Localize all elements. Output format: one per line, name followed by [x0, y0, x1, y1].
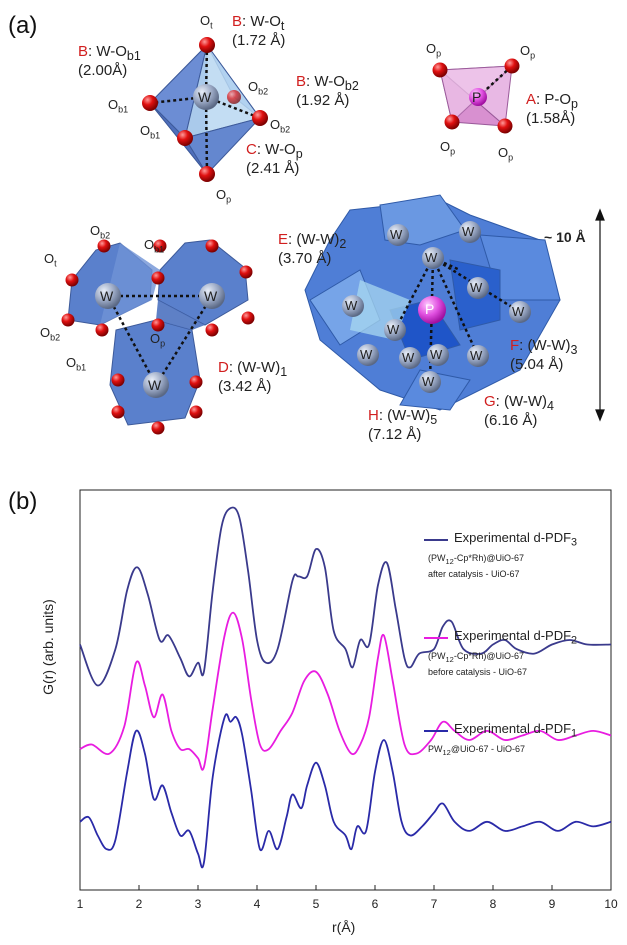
octa-atom-op: Op [216, 187, 232, 205]
triad-w-label-right: W [204, 288, 218, 304]
x-tick-label-1: 1 [77, 897, 84, 911]
keggin-w-4: W [345, 298, 358, 313]
tetrahedron-diagram [432, 58, 520, 134]
panel-b-label: (b) [8, 488, 38, 515]
series-line-3 [79, 713, 612, 869]
dist-ww4: G: (W-W)4 (6.16 Å) [484, 393, 554, 429]
tetra-p-label: P [472, 89, 482, 105]
keggin-w-9: W [402, 350, 415, 365]
triad-atom-ob2-top: Ob2 [90, 223, 111, 241]
triad-atom-ot: Ot [44, 251, 57, 269]
x-tick-label-3: 3 [195, 897, 202, 911]
triad-diagram [61, 239, 255, 435]
triad-atom-op: Op [150, 331, 166, 349]
keggin-size-label: ~ 10 Å [544, 229, 586, 245]
legend-name-3: Experimental d-PDF1 [454, 721, 578, 740]
bond-w-op: C: W-Op (2.41 Å) [246, 141, 303, 177]
octa-w-label: W [198, 89, 212, 105]
keggin-w-11: W [470, 348, 483, 363]
legend-swatch-2 [424, 636, 448, 639]
keggin-p-label: P [425, 301, 435, 317]
legend-desc-1a: (PW12-Cp*Rh)@UiO-67 [428, 553, 524, 567]
triad-w-label-bottom: W [148, 377, 162, 393]
triad-w-label-left: W [100, 288, 114, 304]
keggin-w-8: W [512, 304, 525, 319]
dist-ww2: E: (W-W)2 (3.70 Å) [278, 231, 347, 267]
triad-atom-ob1-left: Ob1 [66, 355, 87, 373]
keggin-w-6: W [360, 347, 373, 362]
keggin-diagram [304, 194, 605, 422]
y-axis-label: G(r) (arb. units) [40, 599, 56, 695]
octa-atom-ob1-bottom: Ob1 [140, 123, 161, 141]
legend-desc-2a: (PW12-Cp*Rh)@UiO-67 [428, 651, 524, 665]
x-tick-label-9: 9 [549, 897, 556, 911]
series-line-1 [79, 506, 612, 687]
legend-desc-1b: after catalysis - UiO-67 [428, 568, 520, 579]
octa-atom-ob2-bottom: Ob2 [270, 117, 291, 135]
octahedron-diagram [142, 37, 268, 182]
legend-entry-3: Experimental d-PDF1 PW12@UiO-67 - UiO-67 [424, 722, 577, 757]
legend-name-2: Experimental d-PDF2 [454, 628, 578, 647]
bond-w-ob2: B: W-Ob2 (1.92 Å) [296, 73, 359, 109]
keggin-w-5: W [387, 322, 400, 337]
keggin-w-3: W [462, 224, 475, 239]
keggin-w-2: W [425, 250, 438, 265]
keggin-w-1: W [390, 227, 403, 242]
legend-entry-2: Experimental d-PDF2 (PW12-Cp*Rh)@UiO-67 … [424, 629, 577, 677]
x-axis-label: r(Å) [332, 919, 356, 935]
bond-w-ob1: B: W-Ob1 (2.00Å) [78, 43, 141, 79]
x-tick-label-7: 7 [431, 897, 438, 911]
series-line-2 [79, 611, 612, 771]
x-tick-label-5: 5 [313, 897, 320, 911]
x-tick-label-4: 4 [254, 897, 261, 911]
legend-swatch-1 [424, 538, 448, 541]
triad-atom-ob2-left: Ob2 [40, 325, 61, 343]
plot-frame [79, 489, 612, 891]
pdf-chart: 1 2 3 4 5 6 7 8 9 10 [77, 489, 618, 911]
octa-atom-ob1-left: Ob1 [108, 97, 129, 115]
bond-p-op: A: P-Op (1.58Å) [526, 91, 578, 127]
panel-a-label: (a) [8, 12, 38, 39]
tetra-atom-op-tr: Op [520, 43, 536, 61]
tetra-atom-op-bl: Op [440, 139, 456, 157]
keggin-w-12: W [422, 374, 435, 389]
tetra-atom-op-br: Op [498, 145, 514, 163]
dist-ww5: H: (W-W)5 (7.12 Å) [368, 407, 438, 443]
triad-atom-ob1-top: Ob1 [144, 237, 165, 255]
x-tick-label-8: 8 [490, 897, 497, 911]
octa-atom-ob2-right: Ob2 [248, 79, 269, 97]
legend-swatch-3 [424, 729, 448, 732]
legend-name-1: Experimental d-PDF3 [454, 530, 578, 549]
x-tick-label-6: 6 [372, 897, 379, 911]
x-tick-label-2: 2 [136, 897, 143, 911]
tetra-atom-op-tl: Op [426, 41, 442, 59]
keggin-w-10: W [430, 347, 443, 362]
octa-atom-ot: Ot [200, 13, 213, 31]
keggin-size-arrow [595, 208, 605, 422]
legend-desc-3a: PW12@UiO-67 - UiO-67 [428, 744, 525, 758]
dist-ww1: D: (W-W)1 (3.42 Å) [218, 359, 288, 395]
legend-desc-2b: before catalysis - UiO-67 [428, 666, 528, 677]
legend-entry-1: Experimental d-PDF3 (PW12-Cp*Rh)@UiO-67 … [424, 531, 577, 579]
dist-ww3: F: (W-W)3 (5.04 Å) [510, 337, 578, 373]
bond-w-ot: B: W-Ot (1.72 Å) [232, 13, 286, 49]
x-tick-label-10: 10 [604, 897, 618, 911]
keggin-w-7: W [470, 280, 483, 295]
